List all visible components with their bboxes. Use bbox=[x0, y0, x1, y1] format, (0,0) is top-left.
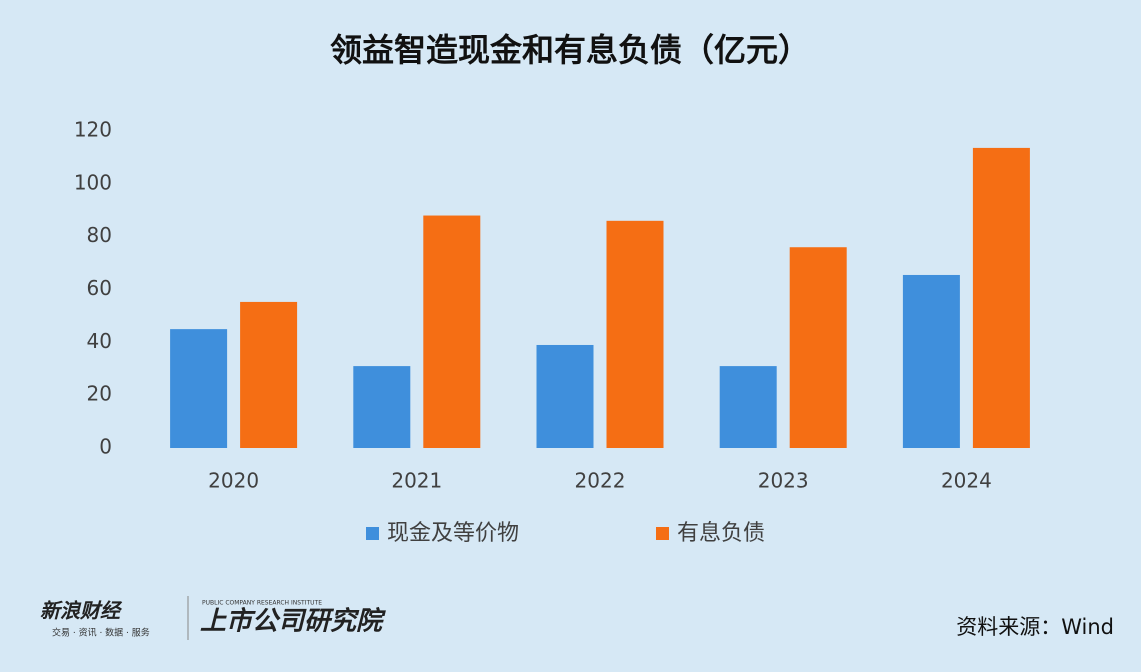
y-tick-label: 120 bbox=[74, 118, 112, 142]
bar bbox=[240, 301, 298, 448]
legend-label: 现金及等价物 bbox=[387, 521, 519, 546]
bar bbox=[170, 329, 228, 448]
y-tick-label: 100 bbox=[74, 170, 112, 194]
chart-title: 领益智造现金和有息负债（亿元） bbox=[330, 31, 810, 69]
bar bbox=[423, 215, 481, 448]
bar bbox=[972, 147, 1030, 448]
x-tick-label: 2024 bbox=[941, 469, 992, 493]
y-tick-label: 0 bbox=[99, 435, 112, 459]
institute: 上市公司研究院 bbox=[200, 607, 386, 637]
x-tick-label: 2020 bbox=[208, 469, 259, 493]
bar bbox=[536, 344, 594, 448]
source: 资料来源：Wind bbox=[956, 615, 1114, 639]
legend-label: 有息负债 bbox=[677, 521, 765, 546]
brand-sub: 交易 · 资讯 · 数据 · 服务 bbox=[52, 627, 150, 639]
legend-swatch bbox=[366, 527, 379, 540]
y-tick-label: 20 bbox=[87, 382, 112, 406]
bar bbox=[606, 220, 664, 448]
bar bbox=[353, 366, 411, 448]
bar bbox=[789, 247, 847, 448]
brand: 新浪财经 bbox=[40, 599, 123, 623]
x-tick-label: 2022 bbox=[575, 469, 626, 493]
x-tick-label: 2021 bbox=[391, 469, 442, 493]
bar bbox=[902, 274, 960, 448]
y-tick-label: 60 bbox=[87, 276, 112, 300]
y-tick-label: 80 bbox=[87, 223, 112, 247]
bar bbox=[719, 366, 777, 448]
legend-swatch bbox=[656, 527, 669, 540]
institute-sub: PUBLIC COMPANY RESEARCH INSTITUTE bbox=[202, 600, 322, 607]
x-tick-label: 2023 bbox=[758, 469, 809, 493]
y-tick-label: 40 bbox=[87, 329, 112, 353]
